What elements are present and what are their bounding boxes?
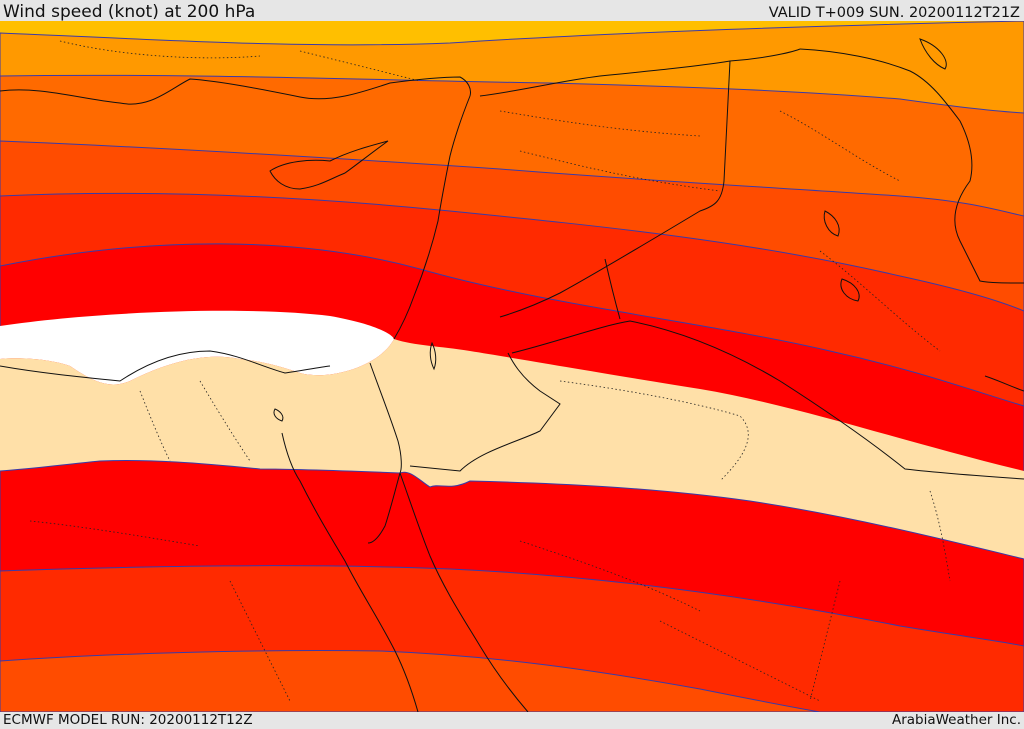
band-white-core xyxy=(0,310,394,385)
map-boundaries xyxy=(0,38,1024,712)
map-title: Wind speed (knot) at 200 hPa xyxy=(3,2,256,22)
gulf-of-suez xyxy=(281,432,419,712)
syria-iraq-border xyxy=(479,48,801,97)
jordan-border xyxy=(409,352,561,472)
model-run-label: ECMWF MODEL RUN: 20200112T12Z xyxy=(3,712,253,728)
iraq-lake-2 xyxy=(840,278,860,302)
turkey-coastline xyxy=(0,76,471,105)
persian-gulf-coast xyxy=(984,375,1024,392)
cyprus-outline xyxy=(269,140,389,190)
wind-speed-map xyxy=(0,21,1024,712)
sinai-border xyxy=(369,362,402,474)
nile-delta-lake xyxy=(273,408,284,422)
syria-iraq-border-south xyxy=(499,60,731,318)
levant-coastline xyxy=(393,95,471,340)
dead-sea-outline xyxy=(429,341,437,371)
red-sea-east-coast xyxy=(399,472,529,712)
footer-bar: ECMWF MODEL RUN: 20200112T12Z ArabiaWeat… xyxy=(0,712,1024,729)
band-calm xyxy=(0,339,1024,559)
egypt-coastline xyxy=(0,350,331,382)
wind-bands xyxy=(0,21,1024,712)
header-bar: Wind speed (knot) at 200 hPa VALID T+009… xyxy=(0,0,1024,22)
valid-time-label: VALID T+009 SUN. 20200112T21Z xyxy=(768,5,1020,21)
band-dark-orange-south xyxy=(0,650,821,712)
iran-border xyxy=(799,48,1024,284)
jordan-iraq-border xyxy=(604,258,621,320)
lake-van-outline xyxy=(919,38,947,70)
credit-label: ArabiaWeather Inc. xyxy=(891,712,1021,728)
iraq-lake-1 xyxy=(823,210,840,237)
gulf-of-aqaba xyxy=(367,472,401,544)
iraq-saudi-border xyxy=(511,320,1024,480)
admin-boundaries xyxy=(29,40,951,702)
